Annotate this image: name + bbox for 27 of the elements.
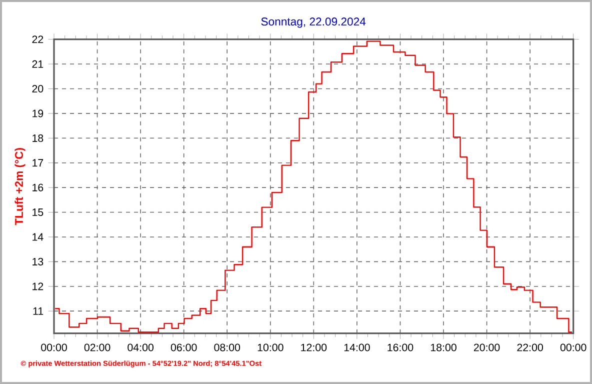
y-tick-label: 19 [32, 110, 44, 118]
x-tick-label: 16:00 [388, 344, 414, 352]
y-tick-label: 22 [32, 36, 44, 44]
x-tick-label: 12:00 [301, 344, 327, 352]
x-tick-label: 02:00 [84, 344, 110, 352]
x-tick-label: 08:00 [214, 344, 240, 352]
y-tick-label: 12 [32, 282, 44, 290]
y-tick-label: 20 [32, 84, 44, 93]
x-tick-label: 14:00 [344, 344, 370, 352]
y-tick-label: 16 [32, 184, 44, 192]
x-tick-label: 20:00 [474, 344, 500, 352]
y-tick-label: 13 [32, 258, 44, 266]
x-tick-label: 22:00 [517, 344, 543, 352]
chart-title: Sonntag, 22.09.2024 [261, 18, 366, 28]
x-tick-label: 18:00 [430, 344, 456, 352]
x-tick-label: 00:00 [41, 344, 67, 352]
y-tick-label: 14 [32, 233, 44, 241]
y-tick-label: 17 [32, 159, 44, 167]
x-tick-label: 00:00 [560, 344, 586, 352]
y-tick-label: 21 [32, 60, 44, 68]
x-tick-label: 04:00 [128, 344, 154, 352]
y-axis-title: TLuft +2m (°C) [14, 148, 26, 226]
y-tick-label: 11 [33, 307, 44, 315]
y-tick-label: 15 [32, 208, 44, 216]
y-tick-label: 18 [32, 134, 44, 142]
x-tick-label: 10:00 [258, 344, 284, 352]
x-tick-label: 06:00 [170, 344, 197, 352]
